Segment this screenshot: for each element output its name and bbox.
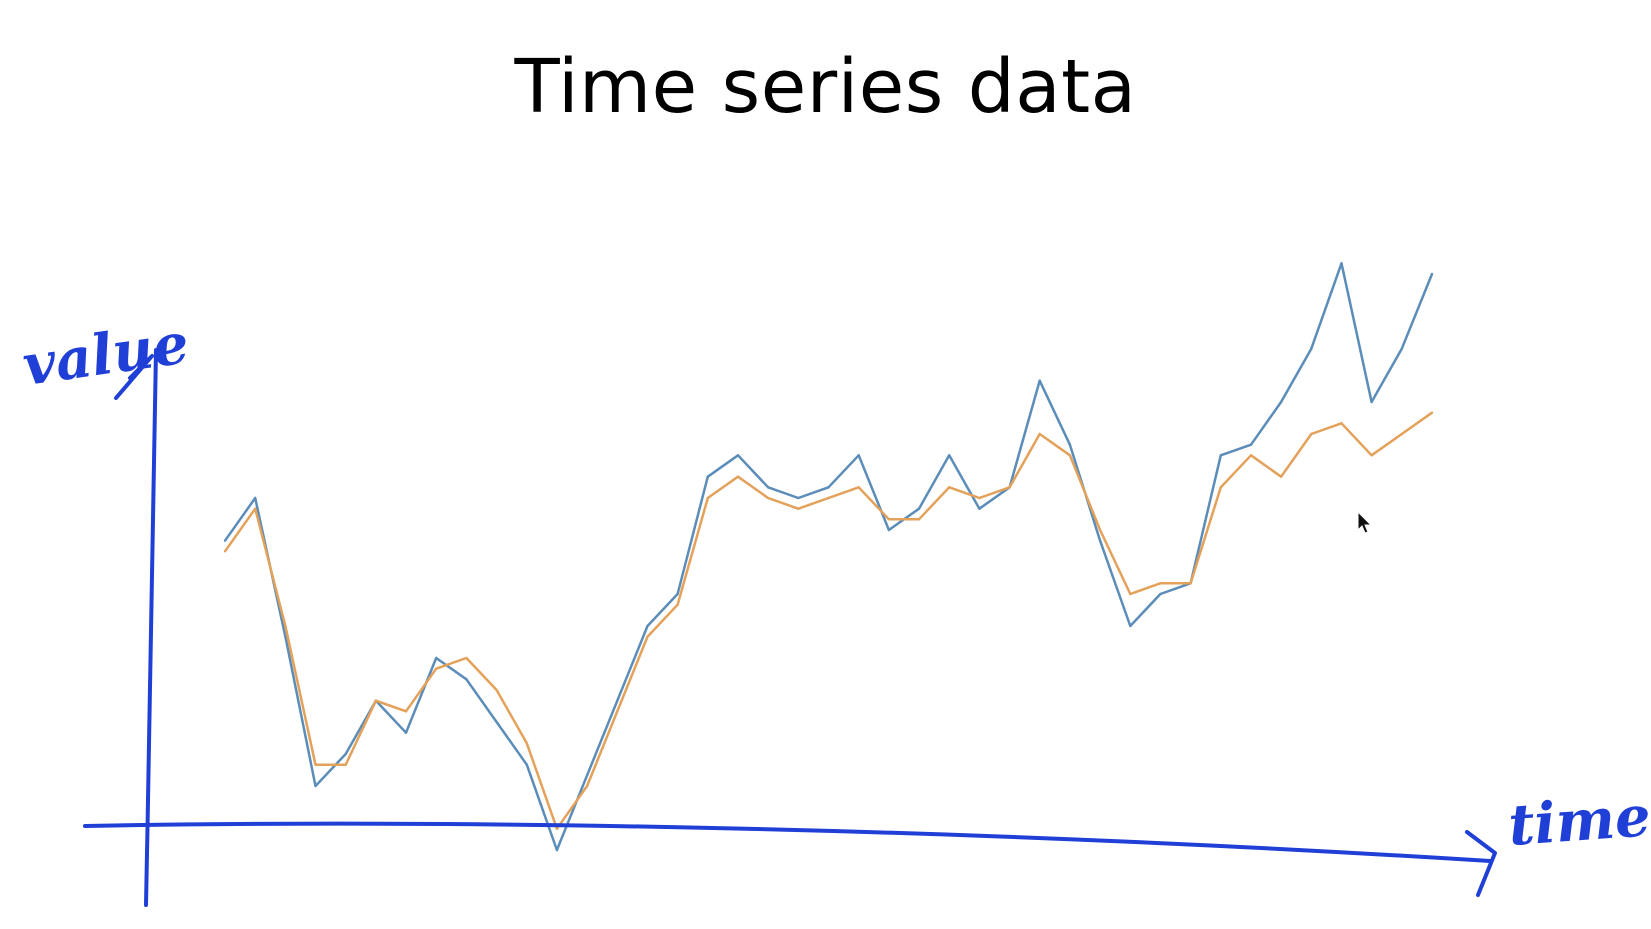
series-1-point bbox=[435, 656, 438, 660]
series-2-point bbox=[525, 742, 528, 745]
x-axis-label: time bbox=[1506, 783, 1651, 859]
series-2-point bbox=[1430, 411, 1434, 414]
series-2-point bbox=[1189, 582, 1192, 585]
series-1-point bbox=[1068, 443, 1072, 446]
series-2-point bbox=[254, 507, 257, 510]
series-2-point bbox=[314, 763, 317, 766]
series-2-point bbox=[797, 507, 800, 510]
series-2-point bbox=[706, 496, 709, 500]
series-1-point bbox=[495, 720, 498, 724]
series-1-point bbox=[887, 528, 891, 532]
series-1-point bbox=[585, 774, 589, 777]
series-1-point bbox=[917, 507, 921, 510]
series-2-point bbox=[1400, 432, 1404, 436]
series-1-point bbox=[1219, 454, 1223, 457]
series-2-point bbox=[676, 603, 679, 606]
series-2-point bbox=[887, 518, 891, 521]
series-2-point bbox=[917, 518, 921, 521]
series-1-point bbox=[284, 635, 287, 638]
series-2-point bbox=[948, 486, 951, 489]
series-1-point bbox=[766, 486, 770, 489]
series-1-point bbox=[1370, 400, 1373, 404]
series-1-point bbox=[465, 678, 468, 681]
series-2-point bbox=[1279, 475, 1283, 478]
series-1-point bbox=[978, 507, 981, 510]
series-2-point bbox=[465, 656, 468, 660]
series-2-point bbox=[1249, 454, 1253, 457]
series-2-point bbox=[1370, 454, 1373, 457]
series-1-point bbox=[1159, 592, 1162, 596]
series-1-point bbox=[857, 454, 860, 457]
series-2-point bbox=[374, 699, 378, 702]
series-1-point bbox=[676, 592, 679, 596]
series-2-point bbox=[1310, 432, 1313, 436]
series-2-point bbox=[827, 496, 830, 500]
slide-title: Time series data bbox=[514, 44, 1137, 130]
y-axis-line bbox=[144, 348, 158, 907]
series-layer bbox=[223, 262, 1434, 852]
series-1-point bbox=[223, 539, 227, 542]
series-1-point bbox=[1098, 539, 1102, 542]
series-2-point bbox=[1159, 582, 1162, 585]
series-2-point bbox=[646, 635, 649, 638]
series-1-point bbox=[254, 496, 257, 500]
series-2-point bbox=[978, 496, 981, 500]
series-2-point bbox=[1129, 592, 1132, 596]
series-2-point bbox=[404, 710, 408, 713]
series-2-point bbox=[495, 688, 498, 692]
series-1-point bbox=[1400, 347, 1404, 350]
series-1-point bbox=[797, 496, 800, 500]
series-1-point bbox=[706, 475, 709, 478]
mouse-pointer-icon bbox=[1357, 511, 1373, 534]
series-1-point bbox=[736, 454, 740, 457]
series-2-point bbox=[736, 475, 740, 478]
x-axis-line bbox=[83, 821, 1492, 863]
series-1-point bbox=[948, 454, 951, 457]
series-line-1 bbox=[223, 262, 1434, 852]
series-2-point bbox=[766, 496, 770, 500]
series-2-point bbox=[1219, 486, 1223, 489]
series-1-point bbox=[344, 752, 347, 756]
series-1-point bbox=[1038, 379, 1041, 382]
series-1-point bbox=[1129, 624, 1132, 628]
series-1-point bbox=[555, 848, 559, 852]
series-2-point bbox=[616, 710, 619, 713]
series-1-point bbox=[827, 486, 830, 489]
series-2-point bbox=[1038, 432, 1041, 436]
series-2-point bbox=[857, 486, 860, 489]
axis-layer: value time bbox=[19, 310, 1651, 907]
series-2-point bbox=[585, 784, 589, 788]
y-axis-label: value bbox=[19, 310, 193, 399]
series-line-2 bbox=[223, 411, 1433, 830]
series-1-point bbox=[525, 763, 528, 766]
series-1-point bbox=[1279, 400, 1283, 404]
series-1-point bbox=[404, 731, 408, 734]
series-1-point bbox=[314, 784, 317, 788]
series-2-point bbox=[555, 827, 559, 830]
series-2-point bbox=[1068, 454, 1072, 457]
series-2-point bbox=[435, 667, 438, 670]
series-1-point bbox=[1430, 272, 1434, 276]
series-1-point bbox=[1310, 347, 1313, 350]
series-2-point bbox=[1340, 422, 1343, 425]
series-1-point bbox=[616, 699, 619, 702]
series-1-point bbox=[1249, 443, 1253, 446]
y-axis-arrowhead bbox=[114, 354, 154, 400]
series-1-point bbox=[646, 624, 649, 628]
series-1-point bbox=[1340, 262, 1343, 265]
series-2-point bbox=[284, 624, 287, 628]
series-2-point bbox=[1098, 528, 1102, 532]
series-2-point bbox=[344, 763, 347, 766]
series-2-point bbox=[223, 550, 227, 553]
x-axis-arrowhead bbox=[1465, 830, 1497, 897]
series-2-point bbox=[1008, 486, 1011, 489]
